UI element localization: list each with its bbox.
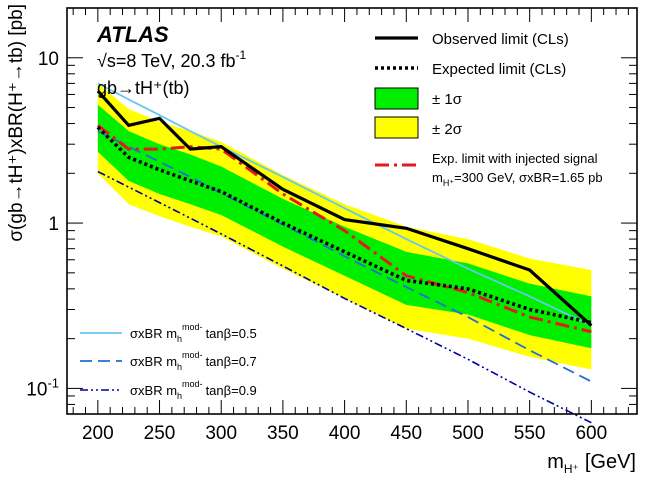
legend-injected-mass-symbol: m — [432, 170, 443, 185]
legend-sigma1-swatch — [374, 87, 419, 110]
x-axis-label-subscript: H⁺ — [564, 462, 579, 476]
energy-label: √s=8 TeV, 20.3 fb-1 — [97, 48, 246, 71]
legend-injected-label-line1: Exp. limit with injected signal — [432, 151, 598, 166]
y-tick-label: 1 — [48, 214, 59, 235]
legend-tan05-label: σxBR mhmod-tanβ=0.5 — [130, 322, 257, 344]
legend-tan09-tanb: tanβ=0.9 — [206, 383, 257, 398]
y-tick-label: 10 — [38, 49, 59, 70]
legend-tan09-label: σxBR mhmod-tanβ=0.9 — [130, 379, 257, 401]
process-label: gb→tH⁺(tb) — [97, 78, 190, 98]
x-tick-label: 450 — [390, 423, 422, 444]
x-axis-label: mH⁺ [GeV] — [547, 451, 636, 476]
legend-tan07-superscript: mod- — [182, 350, 203, 360]
experiment-label: ATLAS — [96, 22, 169, 47]
model-legend: σxBR mhmod-tanβ=0.5 σxBR mhmod-tanβ=0.7 … — [80, 322, 257, 401]
legend-tan05-prefix: σxBR m — [130, 326, 177, 341]
x-tick-label: 250 — [144, 423, 176, 444]
y-tick-label-exponent: -1 — [47, 375, 59, 390]
tan05-model-line — [97, 82, 592, 327]
legend-tan05-tanb: tanβ=0.5 — [206, 326, 257, 341]
expected-limit-line — [96, 125, 592, 325]
legend-tan07-prefix: σxBR m — [130, 354, 177, 369]
x-tick-label: 300 — [205, 423, 237, 444]
legend-sigma1-label: ± 1σ — [432, 91, 463, 108]
injected-signal-line — [96, 124, 592, 334]
legend-tan09-subscript: h — [177, 391, 182, 401]
plot-frame — [66, 7, 638, 415]
x-tick-label: 350 — [267, 423, 299, 444]
limit-curves — [96, 82, 593, 424]
legend-tan05-subscript: h — [177, 334, 182, 344]
legend-tan07-tanb: tanβ=0.7 — [206, 354, 257, 369]
y-tick-label: 10-1 — [26, 375, 59, 400]
legend-sigma2-swatch — [374, 116, 419, 139]
y-axis-label: σ(gb→tH⁺)xBR(H⁺→tb) [pb] — [6, 4, 27, 242]
legend-tan07-subscript: h — [177, 362, 182, 372]
observed-limit-line — [96, 89, 593, 327]
legend-observed-label: Observed limit (CLs) — [432, 31, 569, 48]
x-axis-label-unit: [GeV] — [585, 451, 636, 473]
x-tick-label: 550 — [514, 423, 546, 444]
x-tick-label: 600 — [575, 423, 607, 444]
x-axis-label-main: m — [547, 451, 564, 473]
legend-tan09-superscript: mod- — [182, 379, 203, 389]
legend-injected-label-line2: mH⁺=300 GeV, σxBR=1.65 pb — [432, 170, 603, 188]
legend-tan09-prefix: σxBR m — [130, 383, 177, 398]
legend-injected-mass-value: =300 GeV, σxBR=1.65 pb — [454, 170, 602, 185]
energy-label-exponent: -1 — [236, 48, 247, 62]
x-tick-label: 500 — [452, 423, 484, 444]
main-legend: Observed limit (CLs) Expected limit (CLs… — [374, 31, 603, 188]
axis-ticks — [67, 7, 637, 415]
y-tick-label-base: 10 — [26, 379, 47, 400]
legend-expected-label: Expected limit (CLs) — [432, 61, 566, 78]
legend-tan05-superscript: mod- — [182, 322, 203, 332]
x-tick-label: 400 — [329, 423, 361, 444]
legend-tan07-label: σxBR mhmod-tanβ=0.7 — [130, 350, 257, 372]
legend-sigma2-label: ± 2σ — [432, 121, 463, 138]
x-tick-label: 200 — [82, 423, 114, 444]
energy-label-main: √s=8 TeV, 20.3 fb — [97, 51, 236, 71]
legend-injected-mass-subscript: H⁺ — [443, 178, 454, 188]
